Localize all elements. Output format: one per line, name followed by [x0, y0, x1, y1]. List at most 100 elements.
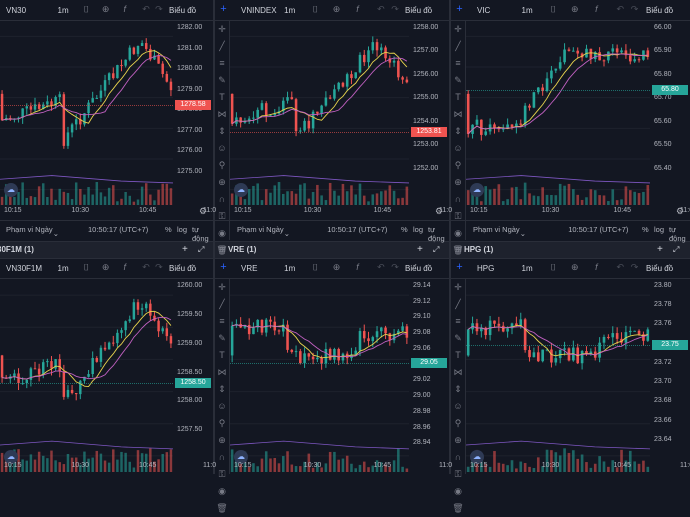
price-axis[interactable]: 1282.001281.001280.001279.001278.001277.… — [173, 21, 213, 205]
pattern-icon[interactable]: ⋈ — [453, 109, 463, 119]
redo-icon[interactable]: ↷ — [155, 4, 163, 14]
interval-selector[interactable]: 1m — [521, 264, 533, 273]
indicators-icon[interactable]: f — [123, 262, 127, 272]
lock-icon[interactable]: ⚿ — [218, 211, 226, 221]
magnet-icon[interactable]: ∩ — [218, 194, 226, 204]
zoom-icon[interactable]: ⊕ — [218, 435, 226, 445]
lock-icon[interactable]: ⚿ — [454, 469, 462, 479]
redo-icon[interactable]: ↷ — [391, 262, 399, 272]
price-axis[interactable]: 29.1429.1229.1029.0829.0629.0429.0229.00… — [409, 279, 449, 472]
add-icon[interactable]: + — [657, 244, 663, 255]
eye-icon[interactable]: ◉ — [218, 228, 226, 238]
chart-type-button[interactable]: Biểu đồ — [646, 6, 674, 15]
trend-line-icon[interactable]: ╱ — [219, 41, 225, 51]
interval-selector[interactable]: 1m — [284, 264, 296, 273]
measure-icon[interactable]: ⇕ — [218, 384, 226, 394]
vertical-divider[interactable] — [213, 0, 215, 474]
add-icon[interactable]: + — [182, 244, 188, 255]
chart-type-button[interactable]: Biểu đồ — [405, 6, 433, 15]
emoji-icon[interactable]: ☺ — [217, 143, 227, 153]
vertical-divider[interactable] — [449, 0, 451, 474]
date-range-selector[interactable]: Phạm vi Ngày ⌄ — [473, 225, 526, 238]
compare-icon[interactable]: ⊕ — [571, 262, 579, 272]
emoji-icon[interactable]: ☺ — [217, 401, 227, 411]
cursor-icon[interactable]: ✛ — [218, 24, 226, 34]
settings-gear-icon[interactable]: ⚙ — [435, 206, 444, 216]
brush-icon[interactable]: ✎ — [218, 75, 226, 85]
chart-type-button[interactable]: Biểu đồ — [169, 264, 197, 273]
magnet-icon[interactable]: ∩ — [218, 452, 226, 462]
candle-style-icon[interactable]: ⌷ — [83, 4, 90, 14]
ruler-icon[interactable]: ⚲ — [218, 160, 226, 170]
symbol-search[interactable]: VIC — [477, 6, 491, 15]
text-icon[interactable]: T — [455, 92, 461, 102]
pattern-icon[interactable]: ⋈ — [217, 109, 227, 119]
crosshair-icon[interactable]: + — [456, 261, 463, 273]
expand-icon[interactable]: ⤢ — [198, 245, 205, 254]
trash-icon[interactable]: 🗑 — [452, 245, 464, 255]
brush-icon[interactable]: ✎ — [454, 75, 462, 85]
measure-icon[interactable]: ⇕ — [454, 384, 462, 394]
percent-toggle[interactable]: % — [401, 225, 408, 234]
time-axis[interactable]: 10:15 10:30 10:45 11:0 — [466, 207, 690, 217]
text-icon[interactable]: T — [219, 350, 225, 360]
candle-style-icon[interactable]: ⌷ — [550, 262, 557, 272]
undo-icon[interactable]: ↶ — [377, 4, 385, 14]
pattern-icon[interactable]: ⋈ — [453, 367, 463, 377]
price-axis[interactable]: 1260.00 1259.50 1259.00 1258.50 1258.00 1257.… — [173, 279, 213, 472]
trash-icon[interactable]: 🗑 — [216, 245, 228, 255]
undo-icon[interactable]: ↶ — [142, 262, 150, 272]
date-range-selector[interactable]: Phạm vi Ngày ⌄ — [237, 225, 290, 238]
interval-selector[interactable]: 1m — [284, 6, 296, 15]
brush-icon[interactable]: ✎ — [218, 333, 226, 343]
auto-scale-toggle[interactable]: tự động — [428, 225, 445, 243]
date-range-selector[interactable]: Phạm vi Ngày ⌄ — [6, 225, 59, 238]
redo-icon[interactable]: ↷ — [630, 262, 639, 272]
candle-style-icon[interactable]: ⌷ — [550, 4, 557, 14]
crosshair-icon[interactable]: + — [456, 3, 463, 15]
cursor-icon[interactable]: ✛ — [454, 282, 462, 292]
ruler-icon[interactable]: ⚲ — [218, 418, 226, 428]
fib-icon[interactable]: ≡ — [219, 316, 225, 326]
lock-icon[interactable]: ⚿ — [218, 469, 226, 479]
measure-icon[interactable]: ⇕ — [454, 126, 462, 136]
undo-icon[interactable]: ↶ — [616, 4, 624, 14]
price-axis[interactable]: 1258.00 1257.00 1256.00 1255.00 1254.00 1253.… — [409, 21, 449, 205]
candle-style-icon[interactable]: ⌷ — [312, 262, 319, 272]
time-axis[interactable]: 10:15 10:30 10:45 11:0 — [230, 207, 452, 217]
undo-icon[interactable]: ↶ — [616, 262, 624, 272]
candle-style-icon[interactable]: ⌷ — [83, 262, 90, 272]
crosshair-icon[interactable]: + — [220, 261, 227, 273]
chart-pane-vre[interactable] — [215, 258, 449, 474]
chart-type-button[interactable]: Biểu đồ — [646, 264, 674, 273]
trend-line-icon[interactable]: ╱ — [455, 41, 461, 51]
add-icon[interactable]: + — [417, 244, 423, 255]
eye-icon[interactable]: ◉ — [454, 486, 462, 496]
zoom-icon[interactable]: ⊕ — [454, 435, 462, 445]
settings-gear-icon[interactable]: ⚙ — [676, 206, 685, 216]
trash-icon[interactable]: 🗑 — [216, 503, 228, 513]
trend-line-icon[interactable]: ╱ — [219, 299, 225, 309]
emoji-icon[interactable]: ☺ — [453, 401, 463, 411]
magnet-icon[interactable]: ∩ — [454, 194, 462, 204]
expand-icon[interactable]: ⤢ — [433, 245, 440, 254]
fib-icon[interactable]: ≡ — [455, 58, 461, 68]
measure-icon[interactable]: ⇕ — [218, 126, 226, 136]
cursor-icon[interactable]: ✛ — [218, 282, 226, 292]
indicators-icon[interactable]: f — [356, 4, 359, 14]
price-chart[interactable] — [0, 279, 173, 472]
log-toggle[interactable]: log — [413, 225, 424, 234]
symbol-search[interactable]: VN30F1M — [6, 264, 43, 273]
eye-icon[interactable]: ◉ — [454, 228, 462, 238]
interval-selector[interactable]: 1m — [57, 264, 69, 273]
indicators-icon[interactable]: f — [595, 4, 598, 14]
trash-icon[interactable]: 🗑 — [452, 503, 464, 513]
zoom-icon[interactable]: ⊕ — [218, 177, 226, 187]
symbol-search[interactable]: VNINDEX — [241, 6, 277, 15]
time-axis[interactable]: 10:15 10:30 10:45 11:0 — [230, 462, 452, 472]
log-toggle[interactable]: log — [654, 225, 665, 234]
price-axis[interactable]: 23.8023.7823.7623.7423.7223.7023.6823.66… — [650, 279, 690, 472]
cursor-icon[interactable]: ✛ — [454, 24, 462, 34]
chart-type-button[interactable]: Biểu đồ — [169, 6, 197, 15]
compare-icon[interactable]: ⊕ — [332, 262, 341, 272]
